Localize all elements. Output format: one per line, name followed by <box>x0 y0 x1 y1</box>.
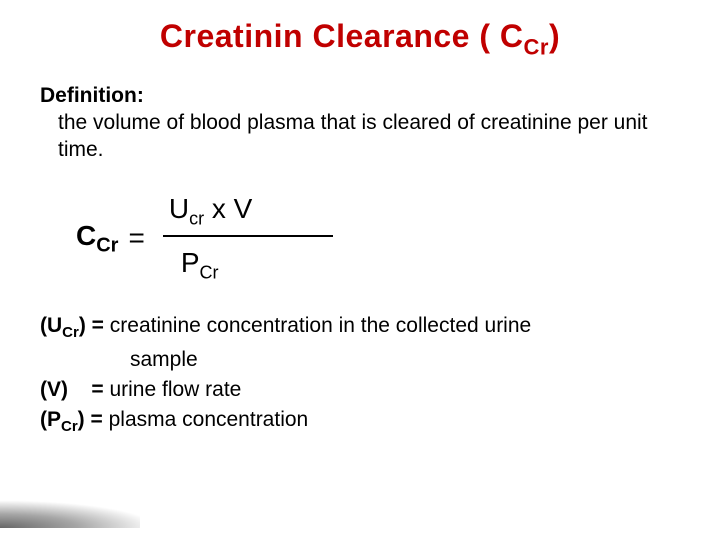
legend: (UCr) = creatinine concentration in the … <box>40 312 680 438</box>
definition-text: the volume of blood plasma that is clear… <box>58 110 680 163</box>
ucr-sym: (UCr) <box>40 314 86 337</box>
formula-denominator: PCr <box>163 239 225 284</box>
fraction-line <box>163 235 333 237</box>
title-post: ) <box>549 18 560 54</box>
den-p-sub: Cr <box>200 263 219 283</box>
num-x: x <box>204 193 234 224</box>
num-u-sub: cr <box>189 208 204 228</box>
den-p: P <box>181 247 200 278</box>
definition-label: Definition: <box>40 84 680 108</box>
v-text: urine flow rate <box>109 378 241 401</box>
formula-lhs-sub: Cr <box>96 234 118 256</box>
title-pre: Creatinin Clearance ( C <box>160 18 524 54</box>
formula-lhs: CCr <box>76 220 118 258</box>
legend-ucr: (UCr) = creatinine concentration in the … <box>40 312 680 343</box>
ucr-text: creatinine concentration in the collecte… <box>110 314 531 337</box>
formula-eq: = <box>128 222 144 254</box>
corner-shadow <box>0 492 140 528</box>
formula: CCr = Ucr x V PCr <box>76 193 680 284</box>
legend-ucr-line2: sample <box>130 346 680 374</box>
legend-v: (V) = urine flow rate <box>40 376 680 404</box>
pcr-text: plasma concentration <box>109 408 309 431</box>
num-u: U <box>169 193 189 224</box>
legend-pcr: (PCr) = plasma concentration <box>40 406 680 437</box>
slide-title: Creatinin Clearance ( CCr) <box>40 18 680 60</box>
num-v: V <box>234 193 253 224</box>
formula-numerator: Ucr x V <box>163 193 258 234</box>
formula-lhs-main: C <box>76 220 96 251</box>
title-sub: Cr <box>524 34 549 59</box>
formula-fraction: Ucr x V PCr <box>163 193 333 284</box>
v-sym: (V) <box>40 378 68 401</box>
pcr-sym: (PCr) <box>40 408 85 431</box>
